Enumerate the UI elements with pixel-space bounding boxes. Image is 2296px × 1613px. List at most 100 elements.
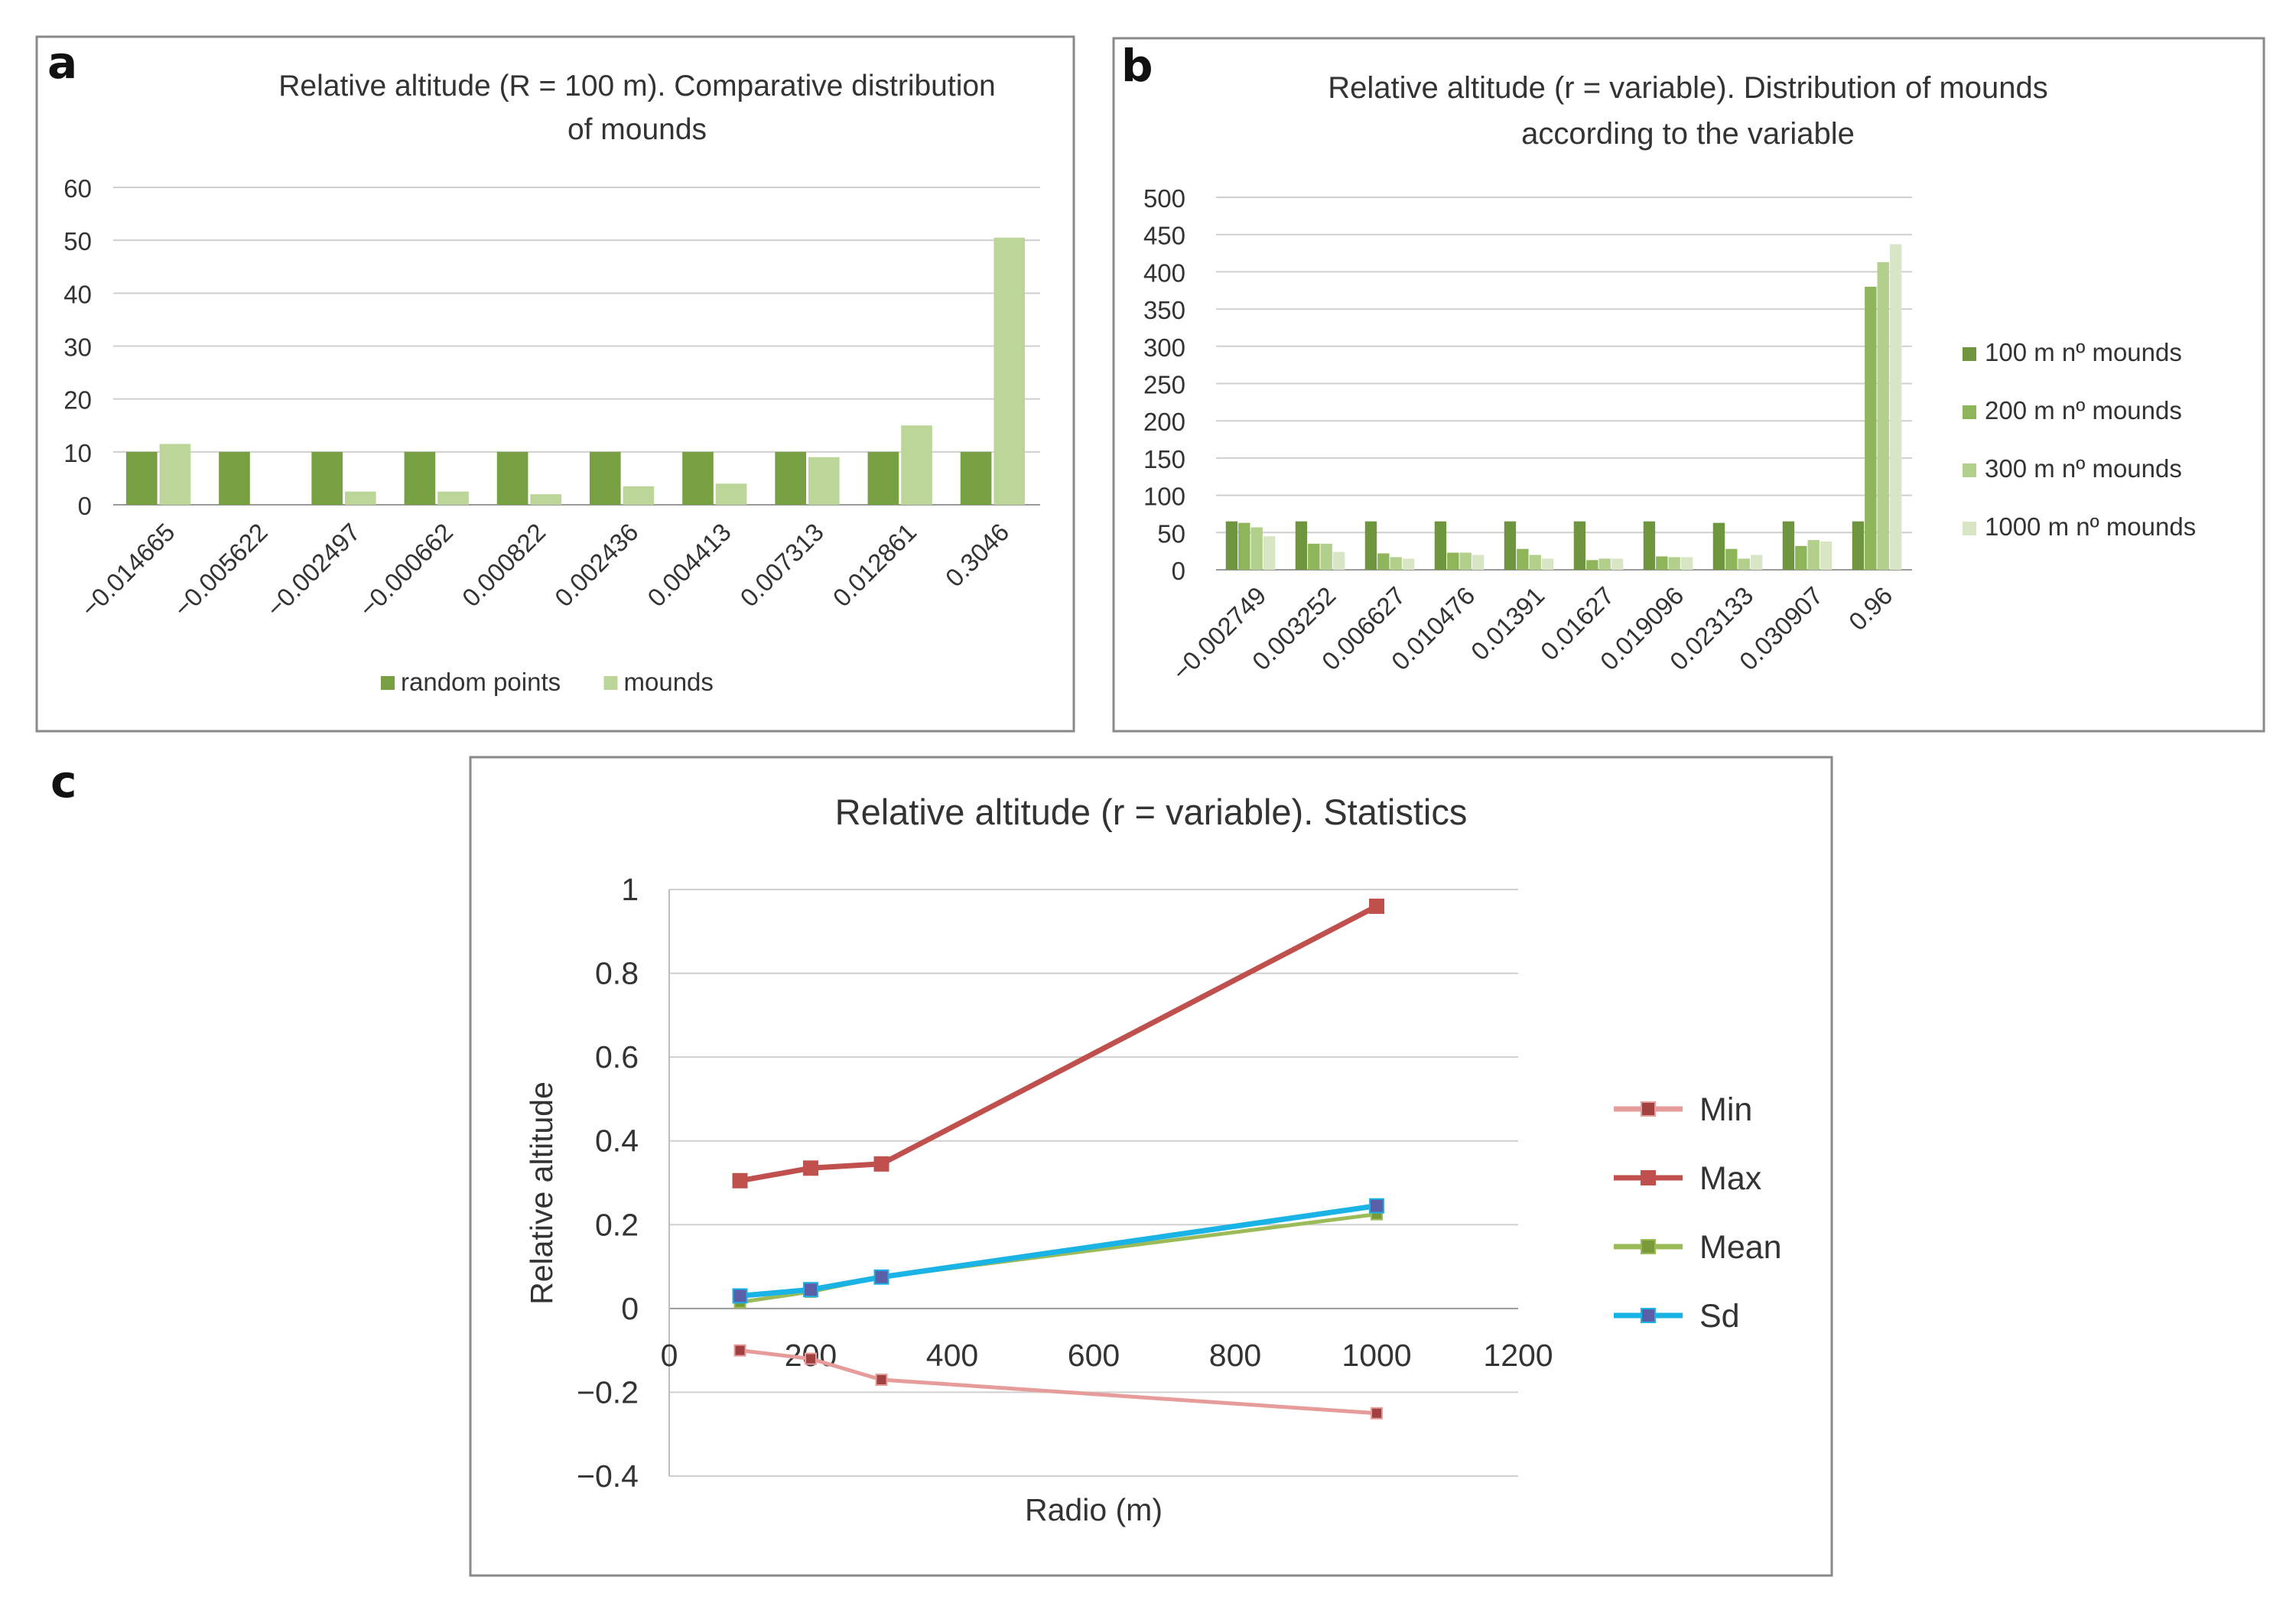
panel-c-chart: Relative altitude (r = variable). Statis… bbox=[524, 792, 1782, 1527]
bar-100-m-n-mounds bbox=[1504, 521, 1517, 570]
marker-min bbox=[733, 1344, 746, 1357]
bar-random-points bbox=[775, 451, 806, 505]
x-tick-label: 400 bbox=[926, 1338, 978, 1373]
y-tick-label: 20 bbox=[63, 386, 92, 415]
legend-label: random points bbox=[401, 668, 561, 696]
legend-label: 1000 m nº mounds bbox=[1985, 512, 2196, 541]
bar-300-m-n-mounds bbox=[1529, 554, 1541, 570]
y-tick-label: 200 bbox=[1143, 408, 1185, 436]
y-tick-label: 50 bbox=[63, 227, 92, 255]
legend-marker-max bbox=[1641, 1170, 1656, 1185]
y-tick-label: 0 bbox=[621, 1291, 639, 1326]
bar-random-points bbox=[404, 451, 436, 505]
marker-min bbox=[805, 1352, 817, 1365]
bar-100-m-n-mounds bbox=[1852, 521, 1865, 570]
bar-1000-m-n-mounds bbox=[1680, 557, 1693, 570]
marker-max bbox=[803, 1160, 818, 1176]
legend-label: Max bbox=[1699, 1160, 1762, 1197]
panel-label-b: b bbox=[1121, 40, 1153, 92]
bar-200-m-n-mounds bbox=[1377, 553, 1390, 570]
y-tick-label: 0.8 bbox=[595, 956, 639, 991]
bar-random-points bbox=[682, 451, 714, 505]
y-tick-label: 40 bbox=[63, 280, 92, 308]
y-tick-label: 0.4 bbox=[595, 1124, 639, 1159]
legend-swatch-2 bbox=[1963, 463, 1976, 477]
bar-1000-m-n-mounds bbox=[1820, 541, 1833, 570]
marker-max bbox=[1369, 898, 1384, 914]
bar-100-m-n-mounds bbox=[1782, 521, 1795, 570]
bar-100-m-n-mounds bbox=[1643, 521, 1656, 570]
y-tick-label: 500 bbox=[1143, 184, 1185, 213]
marker-sd bbox=[873, 1269, 889, 1285]
bar-mounds bbox=[901, 425, 932, 505]
bar-100-m-n-mounds bbox=[1225, 521, 1238, 570]
bar-300-m-n-mounds bbox=[1877, 262, 1889, 570]
bar-200-m-n-mounds bbox=[1308, 543, 1320, 570]
bar-100-m-n-mounds bbox=[1295, 521, 1308, 570]
x-tick-label: 1200 bbox=[1483, 1338, 1553, 1373]
marker-min bbox=[1371, 1406, 1383, 1420]
marker-max bbox=[873, 1156, 889, 1172]
bar-random-points bbox=[960, 451, 992, 505]
series-line-max bbox=[739, 903, 1378, 1184]
legend-marker-min bbox=[1641, 1101, 1656, 1117]
panel-label-c: c bbox=[50, 756, 77, 808]
legend-marker-sd bbox=[1641, 1308, 1656, 1323]
bar-random-points bbox=[589, 451, 621, 505]
x-tick-label: 1000 bbox=[1342, 1338, 1411, 1373]
y-tick-label: 0.2 bbox=[595, 1207, 639, 1242]
legend-swatch-3 bbox=[1963, 522, 1976, 535]
y-tick-label: 450 bbox=[1143, 222, 1185, 250]
panel-b-frame bbox=[1112, 37, 2265, 733]
bar-100-m-n-mounds bbox=[1712, 522, 1725, 570]
panel-label-a: a bbox=[47, 37, 78, 89]
panel-a-title-line-1: Relative altitude (R = 100 m). Comparati… bbox=[278, 70, 996, 102]
bar-mounds bbox=[437, 491, 469, 505]
bar-200-m-n-mounds bbox=[1656, 556, 1668, 570]
legend-label: 200 m nº mounds bbox=[1985, 396, 2182, 424]
bar-300-m-n-mounds bbox=[1320, 543, 1332, 570]
bar-100-m-n-mounds bbox=[1573, 521, 1586, 570]
y-tick-label: 30 bbox=[63, 333, 92, 362]
y-tick-label: 150 bbox=[1143, 445, 1185, 473]
bar-random-points bbox=[219, 451, 250, 505]
x-tick-label: 600 bbox=[1068, 1338, 1120, 1373]
panel-a-title-line-2: of mounds bbox=[567, 113, 707, 146]
bar-200-m-n-mounds bbox=[1795, 545, 1807, 570]
y-tick-label: 100 bbox=[1143, 483, 1185, 511]
legend-label: 300 m nº mounds bbox=[1985, 454, 2182, 483]
bar-1000-m-n-mounds bbox=[1332, 551, 1345, 570]
legend-label: mounds bbox=[624, 668, 714, 696]
legend-swatch-random-points bbox=[381, 676, 395, 690]
x-tick-label: 0 bbox=[661, 1338, 678, 1373]
y-tick-label: 400 bbox=[1143, 259, 1185, 287]
bar-1000-m-n-mounds bbox=[1750, 554, 1763, 570]
marker-sd bbox=[732, 1288, 748, 1304]
panel-b-title-line-1: Relative altitude (r = variable). Distri… bbox=[1328, 71, 2048, 105]
legend-label: Mean bbox=[1699, 1229, 1782, 1266]
series-line-sd bbox=[740, 1203, 1377, 1299]
legend-label: Min bbox=[1699, 1091, 1752, 1128]
bar-mounds bbox=[345, 491, 376, 505]
legend-label: 100 m nº mounds bbox=[1985, 338, 2182, 366]
legend-label: Sd bbox=[1699, 1298, 1740, 1335]
marker-sd bbox=[803, 1282, 818, 1298]
panel-c-xlabel: Radio (m) bbox=[1025, 1492, 1163, 1527]
bar-random-points bbox=[867, 451, 899, 505]
bar-mounds bbox=[808, 457, 840, 505]
y-tick-label: 1 bbox=[621, 872, 639, 907]
bar-mounds bbox=[623, 486, 655, 505]
bar-random-points bbox=[311, 451, 343, 505]
bar-1000-m-n-mounds bbox=[1472, 554, 1485, 570]
marker-min bbox=[875, 1373, 888, 1386]
panel-a-frame bbox=[35, 35, 1075, 733]
bar-1000-m-n-mounds bbox=[1263, 536, 1276, 570]
y-tick-label: 10 bbox=[63, 439, 92, 467]
y-tick-label: 0.6 bbox=[595, 1039, 639, 1075]
bar-1000-m-n-mounds bbox=[1541, 558, 1554, 570]
bar-1000-m-n-mounds bbox=[1402, 558, 1415, 570]
bar-1000-m-n-mounds bbox=[1889, 244, 1902, 570]
bar-300-m-n-mounds bbox=[1738, 558, 1750, 570]
y-tick-label: 0 bbox=[1172, 557, 1185, 585]
bar-300-m-n-mounds bbox=[1807, 540, 1820, 570]
